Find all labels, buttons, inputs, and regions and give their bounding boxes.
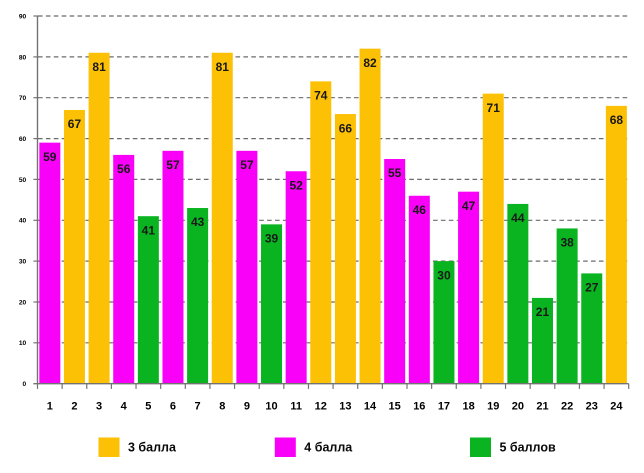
svg-text:3: 3	[96, 401, 102, 413]
svg-text:30: 30	[437, 268, 451, 282]
svg-text:14: 14	[364, 401, 377, 413]
svg-text:20: 20	[19, 299, 27, 306]
svg-text:17: 17	[438, 401, 450, 413]
svg-text:8: 8	[219, 401, 225, 413]
svg-text:27: 27	[585, 281, 599, 295]
svg-text:41: 41	[142, 223, 156, 237]
svg-text:12: 12	[315, 401, 327, 413]
svg-text:66: 66	[339, 121, 353, 135]
svg-text:10: 10	[19, 340, 27, 347]
svg-text:10: 10	[265, 401, 277, 413]
svg-text:5: 5	[145, 401, 151, 413]
svg-text:81: 81	[92, 60, 106, 74]
svg-text:46: 46	[413, 203, 427, 217]
svg-text:55: 55	[388, 166, 402, 180]
svg-text:1: 1	[47, 401, 53, 413]
svg-text:74: 74	[314, 89, 328, 103]
svg-text:67: 67	[68, 117, 82, 131]
svg-text:82: 82	[363, 56, 377, 70]
svg-text:3 балла: 3 балла	[128, 441, 177, 455]
svg-text:6: 6	[170, 401, 176, 413]
svg-text:21: 21	[536, 401, 548, 413]
svg-text:39: 39	[265, 232, 279, 246]
svg-text:4: 4	[121, 401, 128, 413]
svg-text:19: 19	[487, 401, 499, 413]
svg-text:18: 18	[462, 401, 474, 413]
svg-text:57: 57	[166, 158, 180, 172]
svg-text:4 балла: 4 балла	[304, 441, 353, 455]
svg-text:71: 71	[487, 101, 501, 115]
svg-text:5 баллов: 5 баллов	[500, 441, 556, 455]
svg-text:68: 68	[610, 113, 624, 127]
svg-text:40: 40	[19, 218, 27, 225]
svg-text:59: 59	[43, 150, 57, 164]
svg-text:13: 13	[339, 401, 351, 413]
svg-text:9: 9	[244, 401, 250, 413]
svg-text:0: 0	[23, 381, 27, 388]
svg-text:60: 60	[19, 136, 27, 143]
svg-text:57: 57	[240, 158, 254, 172]
svg-text:30: 30	[19, 259, 27, 266]
svg-text:2: 2	[71, 401, 77, 413]
svg-text:7: 7	[195, 401, 201, 413]
svg-text:56: 56	[117, 162, 131, 176]
svg-text:24: 24	[610, 401, 623, 413]
svg-text:11: 11	[290, 401, 302, 413]
svg-text:81: 81	[216, 60, 230, 74]
svg-text:22: 22	[561, 401, 573, 413]
svg-text:50: 50	[19, 177, 27, 184]
svg-text:47: 47	[462, 199, 476, 213]
svg-text:20: 20	[512, 401, 524, 413]
svg-text:21: 21	[536, 305, 550, 319]
svg-text:90: 90	[19, 13, 27, 20]
svg-text:70: 70	[19, 95, 27, 102]
svg-text:52: 52	[289, 178, 303, 192]
svg-text:38: 38	[560, 236, 574, 250]
svg-text:16: 16	[413, 401, 425, 413]
svg-text:15: 15	[389, 401, 401, 413]
svg-text:23: 23	[586, 401, 598, 413]
svg-text:80: 80	[19, 54, 27, 61]
svg-text:44: 44	[511, 211, 525, 225]
svg-text:43: 43	[191, 215, 205, 229]
